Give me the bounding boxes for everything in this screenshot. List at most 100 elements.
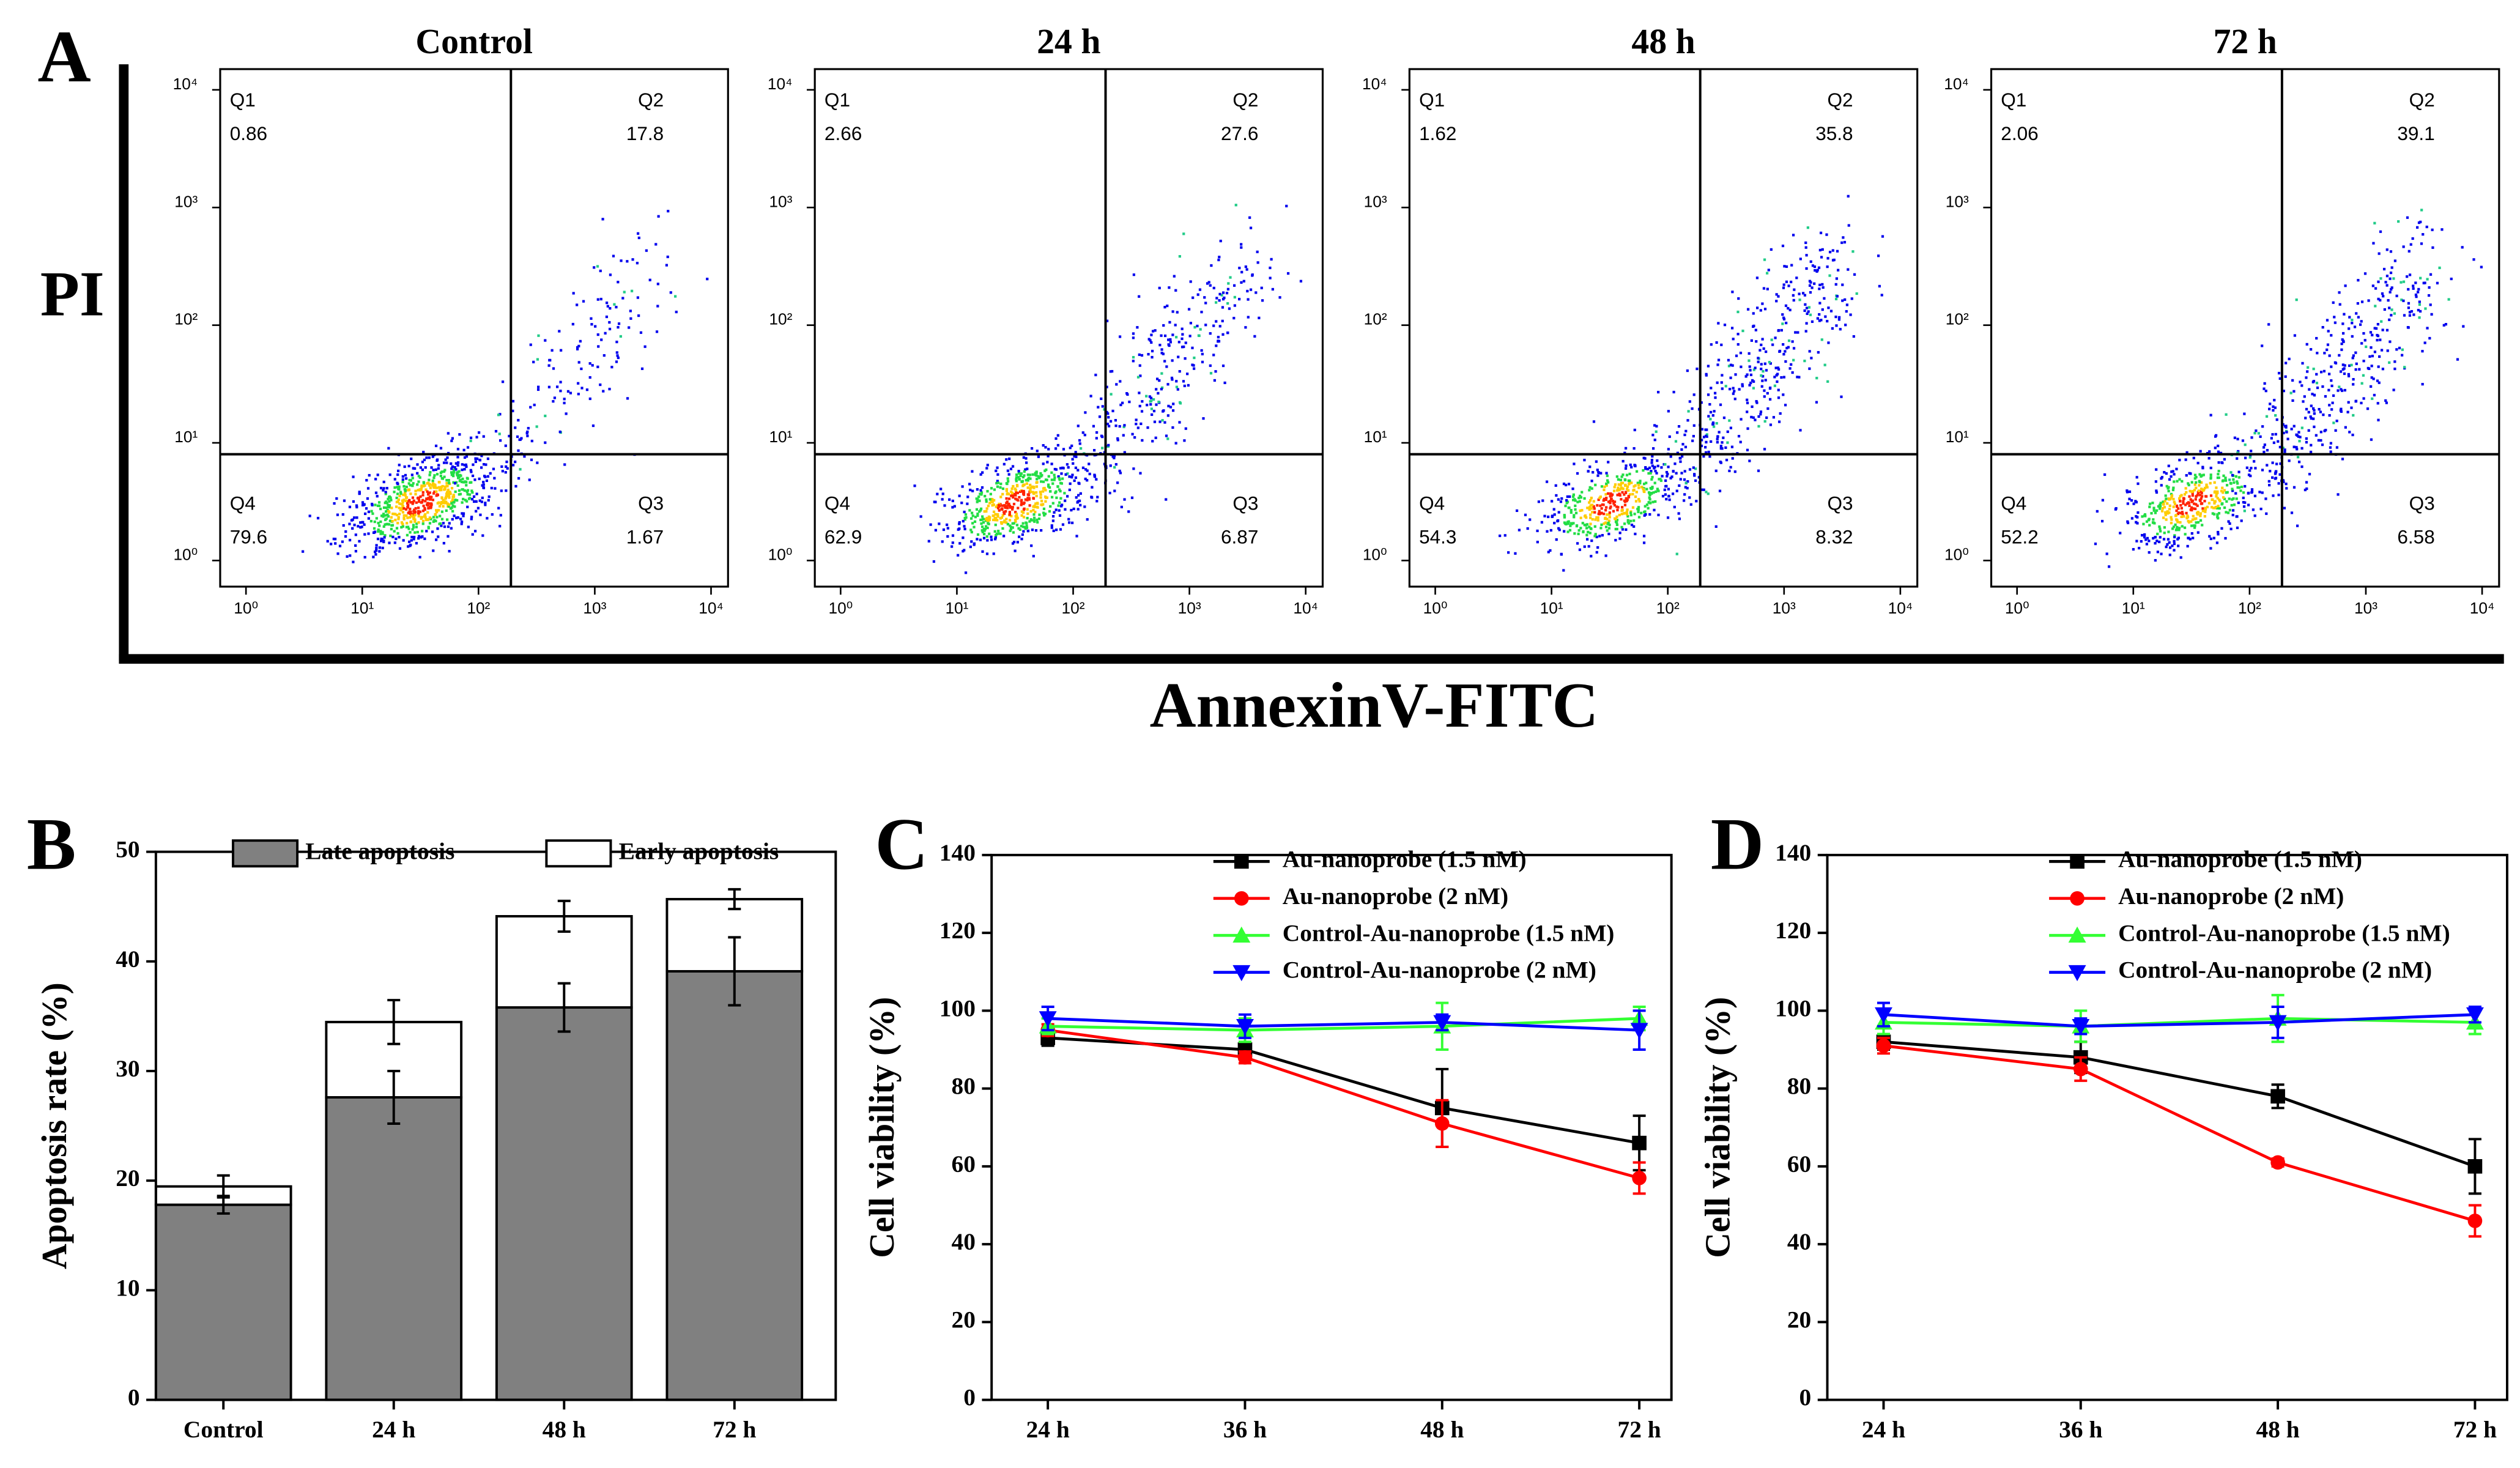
cell-dot [398,506,401,510]
cell-dot [1763,420,1766,423]
cell-dot [1214,301,1218,304]
cell-dot [2415,295,2418,298]
cell-dot [1006,477,1009,480]
y-tick-label: 140 [1775,839,1811,866]
cell-dot [1637,510,1640,513]
cell-dot [1782,343,1785,346]
cell-dot [464,480,467,484]
quadrant-name: Q4 [2001,492,2026,514]
cell-dot [1634,495,1637,499]
cell-dot [2344,284,2347,287]
cell-dot [500,465,503,468]
cell-dot [2328,404,2331,407]
quadrant-name: Q4 [825,492,850,514]
cell-dot [1025,461,1028,464]
cell-dot [617,281,620,284]
cell-dot [1707,450,1710,454]
cell-dot [2374,287,2377,290]
cell-dot [398,513,401,516]
cell-dot [626,260,629,263]
cell-dot [1683,499,1686,502]
cell-dot [1590,527,1593,530]
cell-dot [514,426,517,429]
cell-dot [2193,517,2196,521]
cell-dot [1014,511,1017,514]
cell-dot [1762,347,1765,350]
cell-dot [2355,312,2358,315]
cell-dot [1788,308,1792,311]
cell-dot [1067,466,1070,469]
cell-dot [2233,503,2236,506]
cell-dot [996,473,999,476]
cell-dot [1174,289,1177,292]
cell-dot [1612,502,1615,505]
cell-dot [1632,447,1636,450]
cell-dot [1169,406,1173,409]
cell-dot [1749,381,1752,385]
cell-dot [2417,221,2421,224]
cell-dot [372,555,375,558]
cell-dot [407,482,410,485]
cell-dot [1569,509,1573,512]
marker [1630,1023,1648,1039]
cell-dot [1571,495,1575,498]
cell-dot [421,510,425,513]
cell-dot [674,295,677,298]
cell-dot [1037,455,1040,458]
quadrant-value: 8.32 [1815,526,1853,548]
cell-dot [480,500,483,503]
cell-dot [2426,327,2429,330]
cell-dot [2209,476,2212,479]
cell-dot [375,547,378,550]
cell-dot [1648,493,1651,497]
cell-dot [471,498,474,501]
cell-dot [2168,478,2171,481]
cell-dot [351,518,354,521]
cell-dot [1656,487,1659,491]
cell-dot [1106,319,1109,322]
cell-dot [1617,486,1620,489]
cell-dot [393,486,396,489]
cell-dot [970,540,973,543]
cell-dot [2259,507,2262,511]
cell-dot [1006,469,1010,472]
cell-dot [636,262,639,265]
cell-dot [391,535,395,538]
cell-dot [1820,256,1823,259]
cell-dot [1175,385,1179,388]
cell-dot [1141,400,1144,403]
cell-dot [1017,472,1021,475]
cell-dot [2168,498,2171,501]
cell-dot [1557,498,1560,501]
cell-dot [1014,487,1017,491]
cell-dot [2472,258,2475,261]
cell-dot [983,510,986,513]
cell-dot [387,510,390,513]
cell-dot [1573,516,1576,519]
cell-dot [1594,533,1597,536]
cell-dot [938,522,941,525]
cell-dot [1299,280,1303,283]
cell-dot [1787,339,1791,343]
cell-dot [2316,352,2319,355]
cell-dot [1601,503,1604,506]
cell-dot [1612,489,1616,492]
cell-dot [2392,388,2395,391]
cell-dot [1615,519,1619,522]
cell-dot [1768,398,1772,401]
cell-dot [472,495,476,498]
cell-dot [2341,363,2344,366]
cell-dot [1655,424,1658,428]
cell-dot [2190,481,2193,484]
cell-dot [1034,510,1037,514]
marker [1875,1007,1892,1024]
cell-dot [1678,517,1681,521]
cell-dot [371,512,374,515]
cell-dot [447,479,450,482]
cell-dot [1168,286,1171,289]
cell-dot [1746,401,1749,404]
cell-dot [2192,536,2195,539]
cell-dot [388,504,391,507]
cell-dot [1717,322,1720,325]
cell-dot [2428,286,2431,289]
